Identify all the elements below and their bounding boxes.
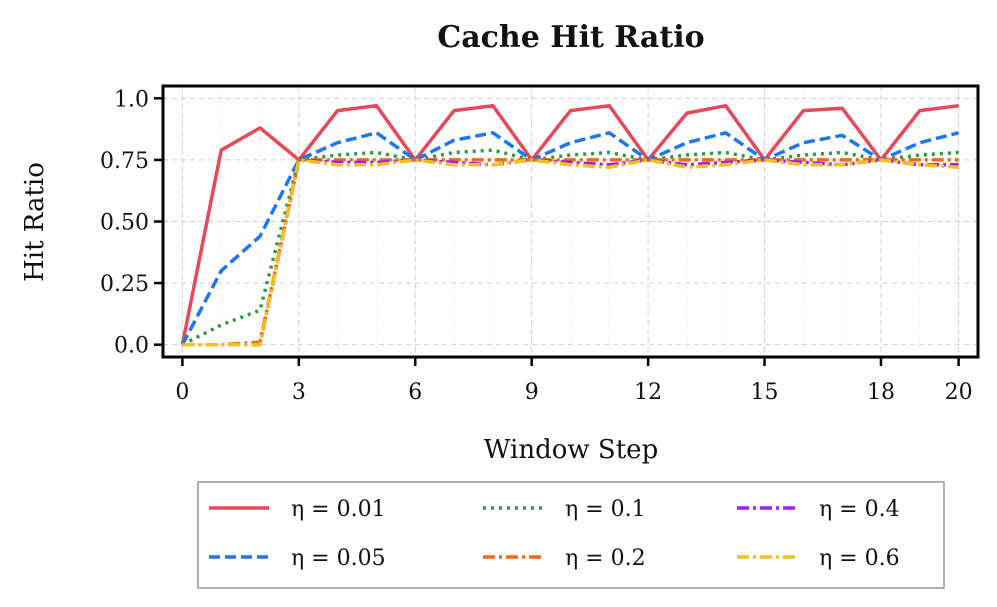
x-tick-label: 6 [408, 380, 422, 405]
x-tick-label: 20 [945, 380, 973, 405]
legend: η = 0.01 η = 0.05 η = 0.1 η = 0.2 η = 0.4 η =… [197, 481, 945, 589]
x-tick-label: 18 [867, 380, 895, 405]
series-line-1 [180, 131, 960, 346]
y-tick-label: 0.25 [100, 272, 149, 297]
x-tick-label: 3 [292, 380, 306, 405]
x-tick-label: 0 [175, 380, 189, 405]
legend-items: η = 0.01 η = 0.05 η = 0.1 η = 0.2 η = 0.4 η =… [209, 497, 900, 571]
legend-label-4: η = 0.4 [819, 497, 900, 522]
series-line-0 [180, 103, 959, 346]
axis-ticks: 0 3 6 9 12 15 18 20 0.0 0.25 0.50 0.75 1.0 [100, 87, 973, 405]
x-tick-label: 12 [634, 380, 662, 405]
chart-title: Cache Hit Ratio [437, 20, 704, 55]
legend-label-2: η = 0.1 [565, 497, 646, 522]
legend-label-5: η = 0.6 [819, 546, 900, 571]
legend-box [197, 481, 945, 589]
y-tick-label: 0.50 [100, 211, 149, 236]
x-axis-title: Window Step [484, 435, 658, 465]
legend-label-1: η = 0.05 [291, 546, 386, 571]
y-tick-label: 1.0 [114, 87, 149, 112]
y-axis-title: Hit Ratio [20, 162, 50, 282]
series-line-2 [181, 148, 959, 347]
x-tick-label: 9 [525, 380, 539, 405]
y-tick-label: 0.0 [114, 334, 149, 359]
x-tick-label: 15 [751, 380, 779, 405]
y-tick-label: 0.75 [100, 149, 149, 174]
legend-label-0: η = 0.01 [291, 497, 386, 522]
series-lines [180, 103, 960, 347]
legend-label-3: η = 0.2 [565, 546, 646, 571]
series-line-5 [182, 158, 959, 347]
